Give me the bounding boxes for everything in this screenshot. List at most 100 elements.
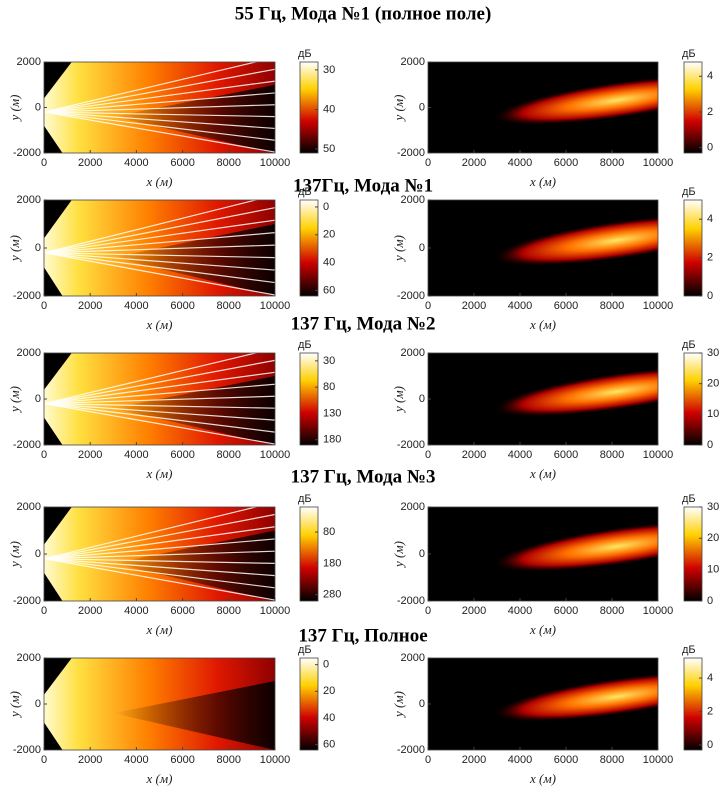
x-tick-label: 0 — [425, 449, 431, 461]
x-axis-label: x (м) — [529, 174, 556, 189]
colorbar — [299, 657, 319, 751]
x-tick-label: 0 — [41, 300, 47, 312]
colorbar-tick-label: 0 — [323, 201, 329, 213]
ray — [44, 353, 259, 405]
ray — [44, 92, 275, 113]
shadow-zone — [44, 722, 63, 750]
y-tick-label: 2000 — [401, 194, 425, 206]
y-axis-label: y (м) — [7, 691, 22, 719]
x-tick-label: 2000 — [462, 605, 486, 617]
y-axis-label: y (м) — [7, 235, 22, 263]
x-tick-label: 6000 — [170, 754, 194, 766]
y-tick-label: 0 — [419, 242, 425, 254]
colorbar-label: дБ — [682, 186, 696, 198]
shadow-zone — [44, 200, 72, 239]
colorbar-tick-label: 40 — [323, 257, 335, 269]
x-tick-label: 10000 — [260, 449, 291, 461]
x-tick-label: 2000 — [462, 449, 486, 461]
x-axis-label: x (м) — [146, 622, 173, 637]
ray — [44, 558, 275, 589]
x-tick-label: 6000 — [554, 157, 578, 169]
x-tick-label: 8000 — [600, 754, 624, 766]
colorbar-tick-label: 0 — [707, 439, 713, 451]
ray — [44, 104, 275, 113]
y-tick-label: 2000 — [401, 652, 425, 664]
colorbar-tick-label: 30 — [323, 355, 335, 367]
ray — [44, 252, 275, 259]
x-tick-label: 4000 — [508, 605, 532, 617]
x-tick-label: 10000 — [260, 300, 291, 312]
shadow-zone — [44, 417, 63, 445]
x-tick-label: 2000 — [78, 300, 102, 312]
row-title: 137 Гц, Мода №3 — [291, 466, 436, 487]
y-tick-label: -2000 — [397, 744, 425, 756]
ray — [44, 252, 275, 271]
y-tick-label: 0 — [35, 101, 41, 113]
shadow-zone — [44, 353, 72, 390]
colorbar — [299, 352, 319, 446]
y-axis-label: y (м) — [7, 541, 22, 569]
x-tick-label: 8000 — [217, 300, 241, 312]
x-tick-label: 10000 — [260, 605, 291, 617]
x-tick-label: 10000 — [643, 449, 674, 461]
colorbar-tick-label: 20 — [323, 229, 335, 241]
y-tick-label: -2000 — [13, 744, 41, 756]
ray — [44, 403, 275, 421]
x-tick-label: 4000 — [508, 754, 532, 766]
colorbar-tick-label: 10 — [707, 564, 719, 576]
colorbar-label: дБ — [298, 493, 312, 505]
heatmap — [44, 353, 275, 445]
colorbar — [299, 506, 319, 602]
x-tick-label: 2000 — [78, 449, 102, 461]
x-tick-label: 6000 — [170, 157, 194, 169]
colorbar-label: дБ — [298, 186, 312, 198]
beam — [491, 366, 658, 417]
y-tick-label: 2000 — [401, 347, 425, 359]
x-tick-label: 8000 — [217, 157, 241, 169]
colorbar — [683, 61, 703, 154]
ray — [44, 550, 275, 560]
x-tick-label: 0 — [425, 754, 431, 766]
y-tick-label: 0 — [35, 242, 41, 254]
ray — [44, 111, 275, 141]
y-tick-label: 2000 — [17, 652, 41, 664]
colorbar-label: дБ — [682, 493, 696, 505]
ray — [44, 252, 275, 296]
beam — [491, 671, 658, 722]
x-axis-label: x (м) — [146, 174, 173, 189]
y-tick-label: -2000 — [13, 147, 41, 159]
x-tick-label: 8000 — [600, 157, 624, 169]
x-tick-label: 4000 — [124, 157, 148, 169]
shadow-zone — [44, 62, 72, 99]
y-tick-label: -2000 — [397, 439, 425, 451]
colorbar-tick-label: 2 — [707, 252, 713, 264]
y-axis-label: y (м) — [7, 386, 22, 414]
colorbar — [299, 199, 319, 297]
x-tick-label: 6000 — [554, 754, 578, 766]
row-title: 137 Гц, Полное — [298, 625, 427, 646]
y-axis-label: y (м) — [7, 95, 22, 123]
colorbar-tick-label: 180 — [323, 434, 341, 446]
y-tick-label: 0 — [419, 101, 425, 113]
x-tick-label: 4000 — [124, 605, 148, 617]
colorbar-label: дБ — [682, 644, 696, 656]
ray — [44, 507, 259, 560]
colorbar — [299, 61, 319, 154]
ray — [44, 403, 275, 433]
y-axis-label: y (м) — [391, 95, 406, 123]
y-tick-label: -2000 — [397, 147, 425, 159]
colorbar — [683, 506, 703, 602]
y-tick-label: 0 — [35, 698, 41, 710]
y-tick-label: 2000 — [401, 56, 425, 68]
ray — [44, 383, 275, 405]
x-tick-label: 0 — [41, 449, 47, 461]
x-tick-label: 8000 — [600, 605, 624, 617]
x-tick-label: 2000 — [78, 754, 102, 766]
y-axis-label: y (м) — [391, 691, 406, 719]
colorbar-tick-label: 80 — [323, 381, 335, 393]
y-tick-label: 0 — [419, 548, 425, 560]
ray — [44, 80, 275, 113]
heatmap — [44, 658, 275, 750]
ray — [44, 111, 275, 153]
colorbar-tick-label: 40 — [323, 712, 335, 724]
